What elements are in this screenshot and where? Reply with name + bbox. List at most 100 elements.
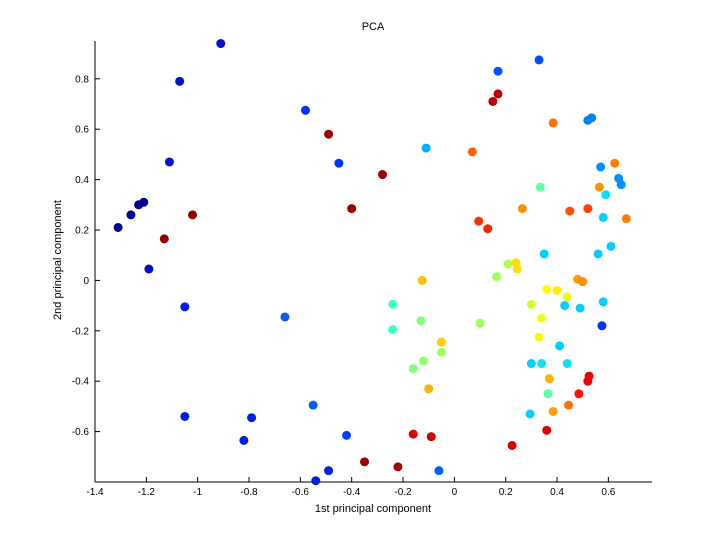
data-point: [300, 105, 310, 115]
data-point: [419, 356, 429, 366]
data-point: [564, 400, 574, 410]
x-tick-label: -0.6: [292, 487, 310, 498]
data-point: [324, 129, 334, 139]
data-point: [616, 180, 626, 190]
data-point: [144, 264, 154, 274]
data-point: [555, 341, 565, 351]
data-point: [180, 302, 190, 312]
data-point: [548, 406, 558, 416]
data-point: [587, 113, 597, 123]
y-axis-label: 2nd principal component: [52, 200, 64, 320]
data-point: [467, 147, 477, 157]
x-axis: -1.4 -1.2 -1 -0.8 -0.6 -0.4 -0.2 0 0.2 0.4 0.6: [86, 477, 616, 498]
data-point: [593, 249, 603, 259]
data-point: [526, 359, 536, 369]
data-point: [543, 389, 553, 399]
data-point: [342, 430, 352, 440]
data-point: [437, 347, 447, 357]
data-point: [560, 301, 570, 311]
data-point: [565, 206, 575, 216]
data-point: [597, 321, 607, 331]
x-tick-label: 0.4: [550, 487, 564, 498]
data-point: [388, 325, 398, 335]
data-point: [388, 299, 398, 309]
data-point: [377, 170, 387, 180]
data-point: [139, 197, 149, 207]
data-point: [621, 214, 631, 224]
data-point: [324, 466, 334, 476]
x-tick-label: -1.2: [138, 487, 156, 498]
data-point: [606, 241, 616, 251]
data-point: [539, 249, 549, 259]
data-point: [474, 216, 484, 226]
data-point: [578, 277, 588, 287]
y-tick-label: 0: [83, 276, 89, 287]
data-point: [544, 374, 554, 384]
data-point: [517, 204, 527, 214]
data-point: [164, 157, 174, 167]
data-point: [492, 272, 502, 282]
data-point: [534, 332, 544, 342]
y-tick-label: 0.8: [75, 74, 89, 85]
x-tick-label: -1.4: [86, 487, 104, 498]
data-point: [601, 190, 611, 200]
plot-area: [94, 41, 652, 483]
data-points: [113, 39, 631, 486]
data-point: [360, 457, 370, 467]
y-tick-label: -0.4: [72, 377, 90, 388]
data-point: [188, 210, 198, 220]
data-point: [475, 318, 485, 328]
data-point: [424, 384, 434, 394]
data-point: [583, 376, 593, 386]
x-axis-label: 1st principal component: [315, 503, 431, 515]
data-point: [548, 118, 558, 128]
data-point: [488, 96, 498, 106]
data-point: [534, 55, 544, 65]
y-axis: -0.6 -0.4 -0.2 0 0.2 0.4 0.6 0.8: [72, 74, 100, 438]
data-point: [408, 429, 418, 439]
data-point: [537, 313, 547, 323]
data-point: [493, 66, 503, 76]
data-point: [542, 284, 552, 294]
chart-title: PCA: [362, 21, 385, 33]
data-point: [347, 204, 357, 214]
data-point: [503, 259, 513, 269]
data-point: [512, 264, 522, 274]
data-point: [583, 204, 593, 214]
data-point: [417, 275, 427, 285]
data-point: [311, 476, 321, 486]
data-point: [598, 212, 608, 222]
y-tick-label: 0.4: [75, 175, 89, 186]
data-point: [175, 76, 185, 86]
data-point: [562, 359, 572, 369]
data-point: [393, 462, 403, 472]
data-point: [596, 162, 606, 172]
data-point: [525, 409, 535, 419]
x-tick-label: 0.2: [499, 487, 513, 498]
data-point: [493, 89, 503, 99]
data-point: [216, 39, 226, 49]
data-point: [610, 158, 620, 168]
data-point: [334, 158, 344, 168]
data-point: [408, 364, 418, 374]
x-tick-label: 0.6: [601, 487, 615, 498]
data-point: [562, 292, 572, 302]
data-point: [126, 210, 136, 220]
data-point: [574, 389, 584, 399]
y-tick-label: -0.2: [72, 326, 90, 337]
data-point: [426, 432, 436, 442]
data-point: [542, 425, 552, 435]
x-tick-label: -0.4: [343, 487, 361, 498]
data-point: [507, 440, 517, 450]
data-point: [280, 312, 290, 322]
data-point: [575, 303, 585, 313]
data-point: [526, 299, 536, 309]
data-point: [434, 466, 444, 476]
data-point: [239, 435, 249, 445]
y-tick-label: -0.6: [72, 427, 90, 438]
data-point: [159, 234, 169, 244]
data-point: [416, 316, 426, 326]
x-tick-label: -1: [193, 487, 202, 498]
x-tick-label: 0: [452, 487, 458, 498]
data-point: [113, 222, 123, 232]
